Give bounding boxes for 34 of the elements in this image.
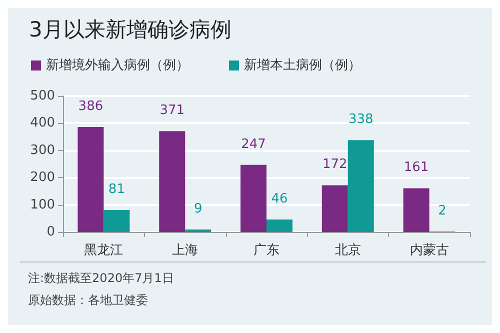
- data-label: 161: [404, 160, 429, 176]
- bar: [159, 131, 186, 232]
- data-label: 386: [78, 99, 104, 114]
- y-tick-label: 300: [30, 142, 55, 158]
- x-tick-label: 上海: [172, 243, 198, 258]
- text: 注:数据截至2020年7月1日: [28, 271, 174, 285]
- data-label: 2: [438, 203, 446, 218]
- data-label: 338: [348, 112, 374, 128]
- data-label: 247: [241, 136, 266, 152]
- x-tick-label: 广东: [254, 243, 280, 258]
- data-label: 371: [160, 103, 185, 118]
- bar: [348, 140, 374, 232]
- data-label: 46: [271, 191, 288, 206]
- y-tick-label: 200: [30, 170, 55, 186]
- y-tick-label: 0: [46, 224, 55, 240]
- legend-label: 新增本土病例（例）: [244, 58, 361, 73]
- legend-label: 新增境外输入病例（例）: [46, 57, 189, 73]
- bar: [322, 185, 348, 232]
- y-tick-label: 100: [30, 197, 55, 212]
- x-tick-label: 北京: [334, 243, 361, 258]
- data-label: 81: [108, 182, 125, 197]
- bar: [240, 164, 266, 232]
- data-label: 172: [322, 157, 348, 172]
- chart-title: 3月以来新增确诊病例: [29, 18, 232, 42]
- bar: [78, 127, 104, 232]
- y-tick-label: 500: [30, 88, 55, 104]
- bar: [104, 210, 130, 232]
- y-tick-label: 400: [30, 116, 55, 131]
- x-tick-label: 内蒙古: [410, 243, 449, 258]
- data-label: 9: [194, 202, 202, 217]
- text: 原始数据：各地卫健委: [28, 293, 148, 307]
- bar: [403, 188, 430, 232]
- bar: [266, 219, 292, 232]
- x-tick-label: 黑龙江: [84, 243, 124, 258]
